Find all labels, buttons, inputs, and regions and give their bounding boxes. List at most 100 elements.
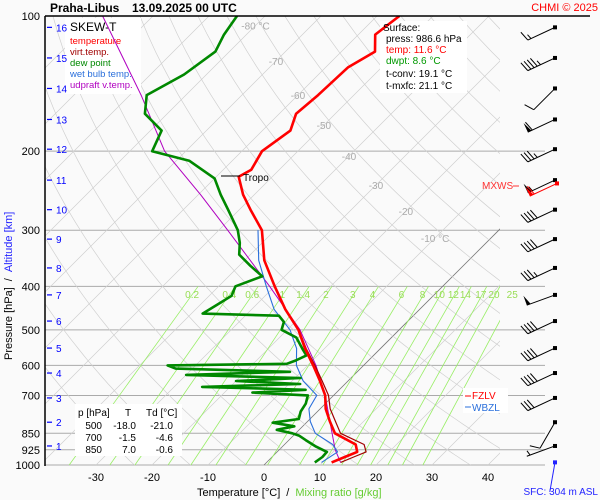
- barb-full: [530, 321, 538, 330]
- pressure-tick-label: 500: [22, 325, 40, 337]
- tropopause-label: Tropo: [243, 173, 269, 184]
- table-header-p: p [hPa]: [78, 408, 110, 419]
- mixing-ratio-label: 14: [460, 290, 472, 301]
- barb-full: [526, 240, 535, 250]
- mixing-ratio-label: 17: [475, 290, 487, 301]
- isotherm-label: -40: [342, 152, 357, 163]
- barb-staff: [526, 445, 556, 457]
- barb-full: [523, 351, 532, 360]
- barb-staff: [527, 320, 556, 335]
- barb-half: [533, 271, 538, 277]
- barb-station-dot: [553, 55, 557, 60]
- wind-barb: [523, 117, 557, 133]
- wind-barb: [523, 292, 557, 306]
- barb-full: [520, 272, 529, 281]
- isotherm-label: -70: [269, 57, 284, 68]
- altitude-tick-label: 11: [56, 176, 67, 187]
- mixing-ratio-line: [267, 286, 379, 466]
- altitude-tick-label: 7: [56, 291, 62, 302]
- dry-adiabat-line: [52, 16, 415, 466]
- barb-station-dot: [553, 395, 557, 400]
- barb-full: [523, 376, 532, 385]
- mixing-ratio-line: [387, 286, 488, 466]
- legend-item: dew point: [70, 58, 111, 69]
- level-label-box: [463, 388, 508, 413]
- temperature-tick-label: 20: [370, 472, 382, 484]
- mixing-ratio-label: 20: [488, 290, 500, 301]
- altitude-tick-label: 1: [56, 442, 62, 453]
- wind-barb: [520, 319, 557, 335]
- mixing-ratio-line: [341, 286, 446, 466]
- table-header-td: Td [°C]: [146, 408, 177, 419]
- isotherm-line: [319, 284, 500, 466]
- barb-full: [523, 61, 532, 70]
- isotherm-label: -20: [399, 207, 414, 218]
- pressure-tick-label: 200: [22, 146, 40, 158]
- dry-adiabat-line: [255, 16, 500, 282]
- barb-full: [526, 322, 535, 332]
- barb-staff: [527, 148, 556, 163]
- altitude-tick-label: 8: [56, 264, 62, 275]
- station-name: Praha-Libus: [50, 1, 120, 15]
- temperature-tick-label: -20: [144, 472, 160, 484]
- isotherm-label: -60: [291, 91, 306, 102]
- barb-pennant: [523, 183, 532, 193]
- barb-half: [528, 186, 533, 192]
- x-axis-mixing-label: Mixing ratio [g/kg]: [295, 487, 381, 499]
- max-wind-label: MXWS: [482, 181, 513, 192]
- wind-barb: [523, 178, 557, 194]
- surface-elevation-label: SFC: 304 m ASL: [524, 487, 599, 498]
- max-forecast-temperature: t-mxfc: 21.1 °C: [386, 81, 452, 92]
- barb-full: [523, 212, 532, 222]
- dew-point-profile: [143, 16, 329, 464]
- legend-title: SKEW-T: [70, 20, 117, 34]
- barb-full: [526, 269, 535, 278]
- legend-item: udpraft v.temp.: [70, 80, 133, 91]
- barb-staff: [533, 88, 556, 111]
- barb-station-dot: [553, 178, 557, 183]
- barb-station-dot: [553, 443, 557, 448]
- barb-half: [527, 34, 532, 39]
- table-cell: -4.6: [156, 433, 174, 444]
- x-axis-separator: /: [286, 487, 290, 499]
- dry-adiabat-line: [197, 16, 500, 347]
- table-cell: -21.0: [150, 421, 173, 432]
- pressure-tick-label: 100: [22, 11, 40, 23]
- barb-full: [520, 31, 529, 41]
- barb-full: [527, 185, 535, 195]
- barb-station-dot: [553, 237, 557, 242]
- dry-adiabat-line: [284, 16, 500, 250]
- barb-staff: [526, 294, 556, 306]
- table-cell: 7.0: [122, 445, 136, 456]
- profiles: [102, 16, 401, 464]
- isotherm-line: [263, 228, 500, 466]
- barb-station-dot: [553, 25, 557, 30]
- barb-staff: [527, 209, 556, 223]
- x-axis-title: Temperature [°C] / Mixing ratio [g/kg]: [197, 487, 382, 499]
- mixing-ratio-labels: 0.2 0.4 0.6 1 1.4 2 3 4 6 8 10 12 14 17 20 25: [185, 290, 518, 301]
- wind-barb: [520, 395, 557, 412]
- barb-full: [529, 445, 541, 449]
- barb-full: [520, 352, 529, 362]
- legend-box: [65, 18, 141, 94]
- mixing-ratio-line: [215, 286, 333, 466]
- barb-staff: [539, 421, 556, 449]
- barb-station-dot: [553, 117, 557, 122]
- wind-barb: [524, 86, 557, 111]
- barb-station-dot: [553, 319, 557, 324]
- altitude-tick-label: 9: [56, 235, 62, 246]
- barb-full: [530, 373, 538, 382]
- table-cell: -0.6: [156, 445, 174, 456]
- barb-staff: [527, 238, 556, 253]
- pressure-tick-label: 700: [22, 390, 40, 402]
- level-table: p [hPa] T Td [°C] 500 -18.0 -21.0 700 -1…: [78, 408, 177, 456]
- dry-adiabat-line: [168, 16, 500, 381]
- temperature-tick-label: -10: [200, 472, 216, 484]
- altitude-tick-label: 16: [56, 23, 68, 34]
- pressure-tick-label: 850: [22, 428, 40, 440]
- altitude-tick-label: 4: [56, 369, 62, 380]
- barb-full: [525, 121, 533, 131]
- dry-adiabat-line: [139, 16, 500, 415]
